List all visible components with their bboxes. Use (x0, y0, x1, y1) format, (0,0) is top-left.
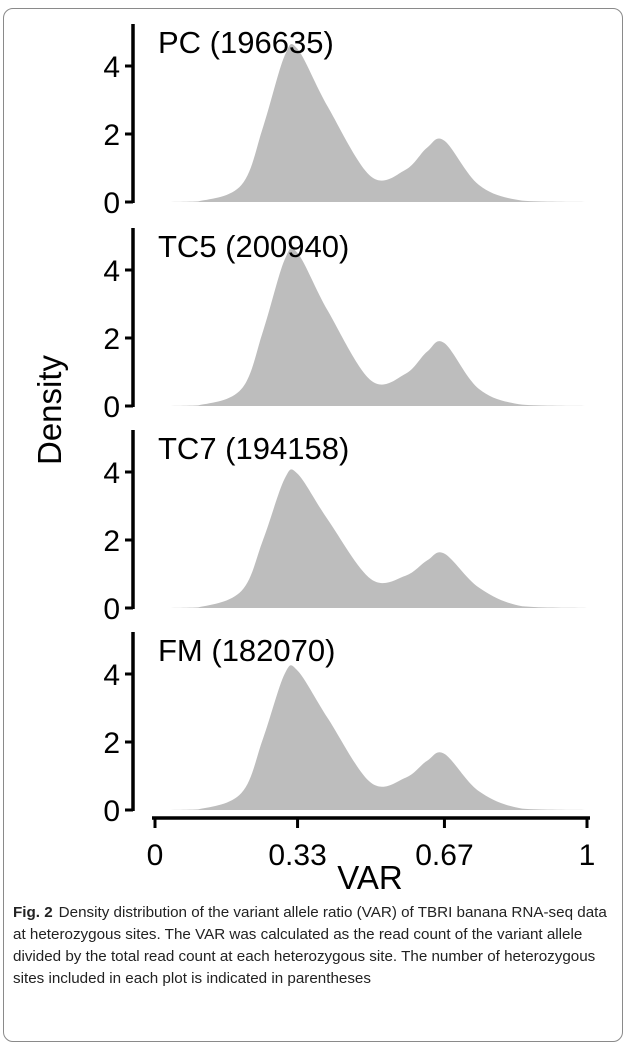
y-tick-label-panel-2-0: 0 (103, 391, 120, 424)
y-tick-label-panel-1-2: 4 (103, 51, 120, 84)
panel-title-4: FM (182070) (158, 633, 335, 668)
y-tick-label-panel-4-1: 2 (103, 727, 120, 760)
y-tick-label-panel-1-1: 2 (103, 119, 120, 152)
figure-frame (3, 8, 623, 1042)
x-tick-label-3: 1 (579, 839, 596, 872)
density-area-panel-2 (155, 247, 587, 406)
y-tick-label-panel-4-2: 4 (103, 659, 120, 692)
figure-caption: Fig. 2 Density distribution of the varian… (13, 902, 613, 990)
density-area-panel-1 (155, 43, 587, 203)
caption-label: Fig. 2 (13, 904, 53, 921)
y-tick-label-panel-3-1: 2 (103, 525, 120, 558)
y-tick-label-panel-2-2: 4 (103, 255, 120, 288)
y-tick-label-panel-2-1: 2 (103, 323, 120, 356)
panel-title-1: PC (196635) (158, 25, 334, 60)
x-tick-label-0: 0 (147, 839, 164, 872)
y-tick-label-panel-4-0: 0 (103, 795, 120, 828)
density-area-panel-3 (155, 469, 587, 608)
caption-text: Density distribution of the variant alle… (13, 904, 607, 987)
density-chart: 0 2 4 PC (196635) 0 2 4 TC5 (200940) 0 2 4 TC7 (194… (31, 24, 596, 896)
x-tick-label-2: 0.67 (415, 839, 473, 872)
density-area-panel-4 (155, 665, 587, 810)
y-tick-label-panel-3-2: 4 (103, 457, 120, 490)
y-tick-label-panel-1-0: 0 (103, 187, 120, 220)
y-tick-label-panel-3-0: 0 (103, 593, 120, 626)
y-axis-label: Density (31, 354, 68, 465)
panel-title-2: TC5 (200940) (158, 229, 349, 264)
panel-title-3: TC7 (194158) (158, 431, 349, 466)
x-axis-label: VAR (337, 859, 402, 896)
x-tick-label-1: 0.33 (268, 839, 326, 872)
